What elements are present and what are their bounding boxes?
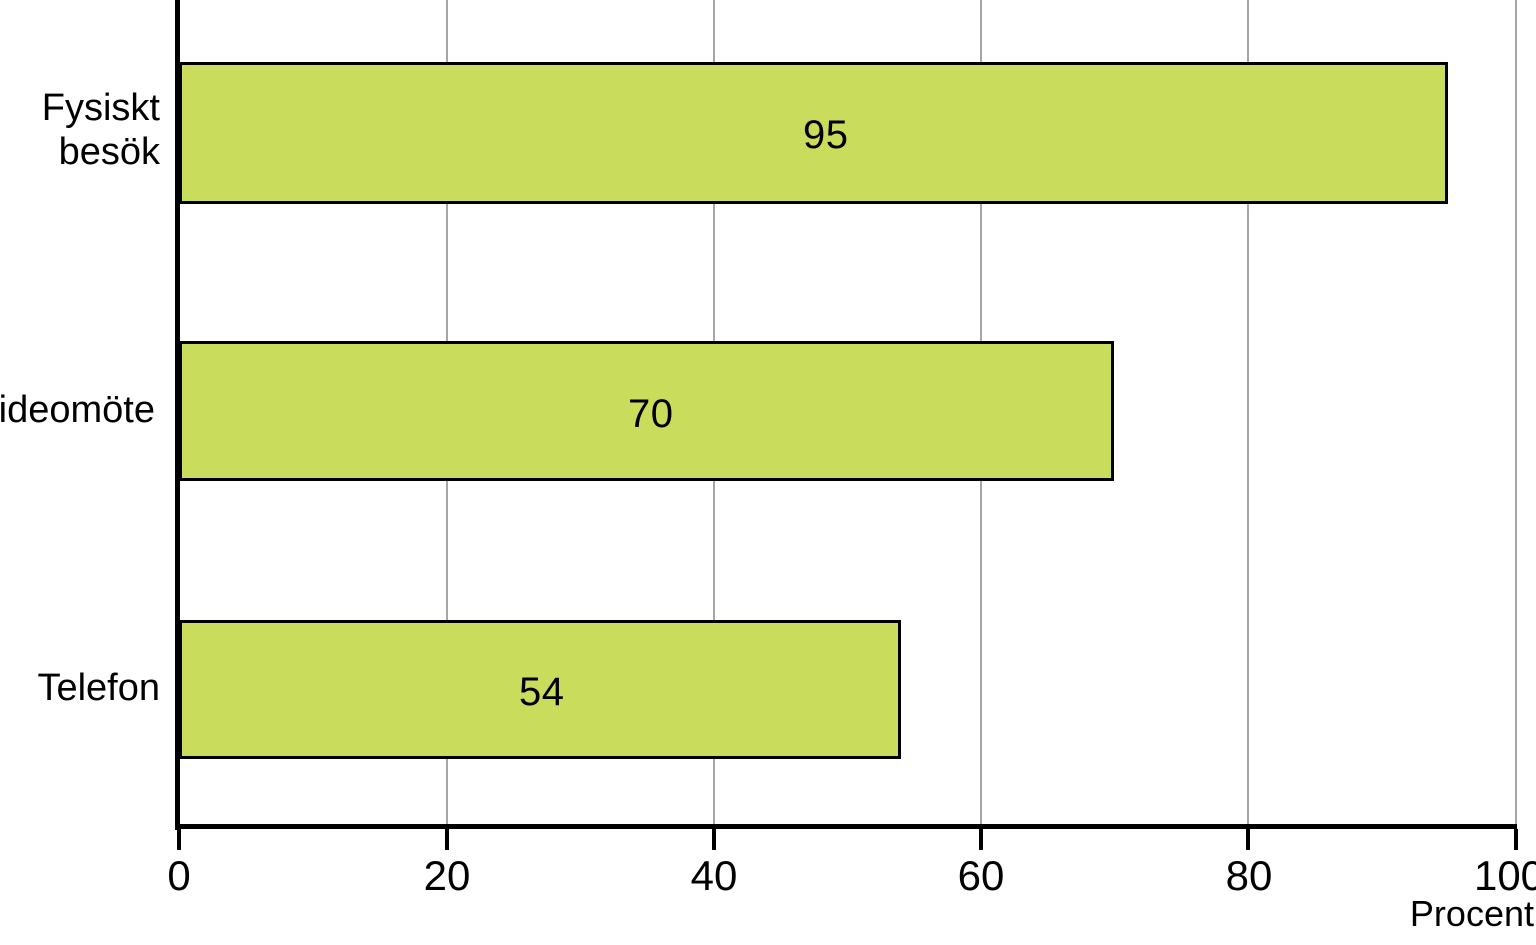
bar-value-telefon: 54 bbox=[519, 670, 565, 714]
x-tick-label-60: 60 bbox=[957, 852, 1005, 899]
x-axis-title: Procent bbox=[1409, 893, 1534, 934]
x-tick-label-0: 0 bbox=[167, 852, 191, 899]
category-label-fysiskt-besok-line1: Fysiskt bbox=[41, 87, 160, 129]
gridline-80 bbox=[1247, 0, 1249, 827]
bar-value-fysiskt-besok: 95 bbox=[803, 113, 849, 157]
category-label-videomote: Videomöte bbox=[0, 389, 155, 431]
bar-telefon[interactable] bbox=[179, 620, 901, 759]
y-axis-line bbox=[175, 0, 180, 830]
x-tick-mark-40 bbox=[712, 829, 716, 850]
bar-videomote[interactable] bbox=[179, 341, 1114, 481]
x-tick-label-20: 20 bbox=[423, 852, 471, 899]
category-label-telefon: Telefon bbox=[37, 667, 160, 709]
x-tick-label-80: 80 bbox=[1225, 852, 1273, 899]
x-tick-label-40: 40 bbox=[690, 852, 738, 899]
gridline-100 bbox=[1515, 0, 1517, 827]
x-tick-mark-60 bbox=[979, 829, 983, 850]
x-tick-label-100: 100 bbox=[1473, 852, 1536, 899]
x-tick-mark-80 bbox=[1246, 829, 1250, 850]
x-tick-mark-20 bbox=[445, 829, 449, 850]
category-label-fysiskt-besok-line2: besök bbox=[58, 131, 160, 173]
x-tick-mark-0 bbox=[177, 829, 181, 850]
x-axis-line bbox=[177, 824, 1517, 829]
x-tick-mark-100 bbox=[1514, 829, 1518, 850]
bar-fysiskt-besok[interactable] bbox=[179, 62, 1448, 204]
bar-value-videomote: 70 bbox=[628, 392, 674, 436]
